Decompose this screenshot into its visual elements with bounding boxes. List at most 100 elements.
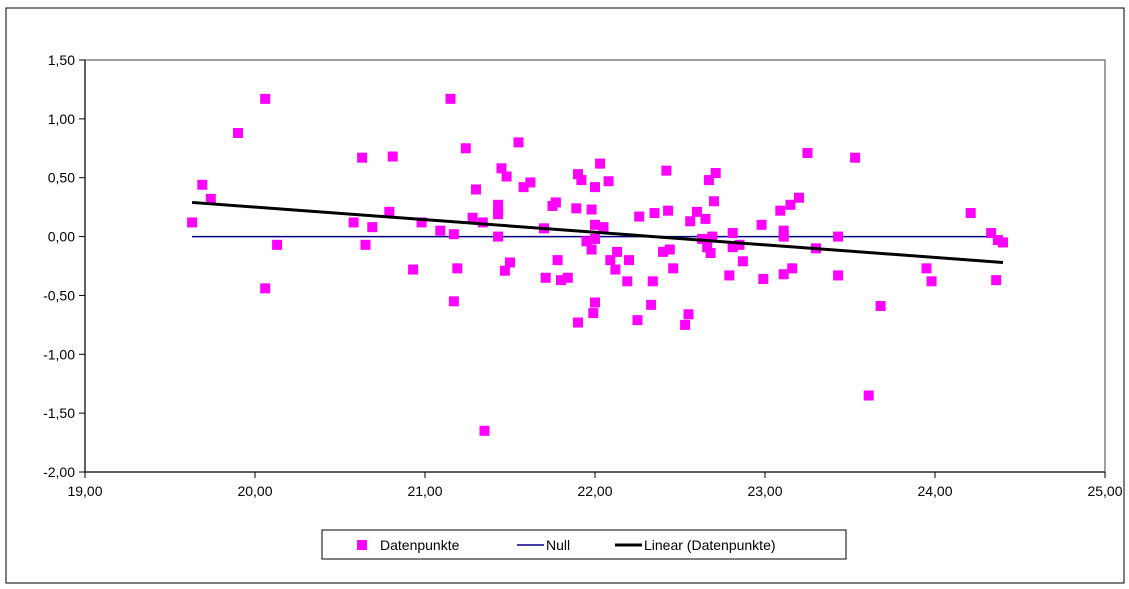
y-tick-label: 0,50 bbox=[48, 170, 75, 186]
data-point bbox=[493, 199, 504, 210]
data-point bbox=[692, 206, 702, 217]
data-point bbox=[525, 177, 536, 188]
data-point bbox=[360, 239, 371, 250]
data-point bbox=[664, 244, 675, 255]
data-point bbox=[705, 248, 716, 259]
data-point bbox=[590, 182, 600, 193]
data-point bbox=[590, 297, 600, 308]
x-tick-label: 22,00 bbox=[577, 483, 612, 499]
data-point bbox=[518, 182, 529, 193]
data-point bbox=[493, 209, 504, 220]
data-point bbox=[562, 272, 573, 283]
data-point bbox=[586, 244, 597, 255]
data-point bbox=[685, 216, 696, 227]
data-point bbox=[658, 246, 668, 257]
data-point bbox=[573, 317, 583, 328]
legend-label-datenpunkte: Datenpunkte bbox=[380, 537, 460, 553]
data-point bbox=[493, 231, 504, 242]
data-point bbox=[991, 275, 1002, 286]
data-point bbox=[668, 263, 679, 274]
data-point bbox=[272, 239, 283, 250]
y-tick-label: -1,00 bbox=[43, 346, 75, 362]
legend-marker-datenpunkte bbox=[357, 540, 367, 550]
x-tick-label: 19,00 bbox=[67, 483, 102, 499]
data-point bbox=[734, 239, 745, 250]
data-point bbox=[416, 217, 427, 228]
y-tick-label: 0,00 bbox=[48, 229, 75, 245]
data-point bbox=[187, 217, 198, 228]
data-point bbox=[727, 228, 738, 239]
y-tick-label: -2,00 bbox=[43, 464, 75, 480]
data-point bbox=[778, 231, 789, 242]
data-point bbox=[850, 152, 861, 163]
data-point bbox=[646, 299, 657, 310]
data-point bbox=[802, 147, 813, 158]
data-point bbox=[724, 270, 735, 281]
data-point bbox=[408, 264, 419, 275]
data-point bbox=[576, 175, 587, 186]
data-point bbox=[756, 219, 767, 230]
data-point bbox=[552, 255, 563, 266]
data-point bbox=[709, 196, 719, 207]
data-point bbox=[710, 168, 721, 179]
data-point bbox=[703, 175, 714, 186]
data-point bbox=[921, 263, 932, 274]
data-point bbox=[595, 158, 606, 169]
data-point bbox=[683, 309, 694, 320]
data-point bbox=[571, 203, 582, 214]
data-point bbox=[833, 231, 844, 242]
data-point bbox=[348, 217, 359, 228]
data-point bbox=[501, 171, 512, 182]
data-point bbox=[260, 93, 271, 104]
data-point bbox=[998, 237, 1008, 248]
data-point bbox=[573, 169, 583, 180]
data-point bbox=[603, 176, 614, 187]
data-point bbox=[624, 255, 634, 266]
data-point bbox=[775, 205, 786, 216]
data-point bbox=[367, 222, 378, 233]
data-point bbox=[700, 213, 711, 224]
data-point bbox=[477, 217, 488, 228]
data-point bbox=[622, 276, 633, 287]
data-point bbox=[586, 204, 597, 215]
data-point bbox=[610, 264, 621, 275]
x-tick-label: 23,00 bbox=[747, 483, 782, 499]
data-point bbox=[496, 163, 507, 174]
x-tick-label: 24,00 bbox=[917, 483, 952, 499]
data-point bbox=[863, 390, 874, 401]
data-point bbox=[590, 219, 600, 230]
data-point bbox=[926, 276, 937, 287]
data-point bbox=[680, 319, 691, 330]
data-point bbox=[384, 206, 395, 217]
y-tick-label: 1,00 bbox=[48, 111, 75, 127]
data-point bbox=[727, 242, 738, 253]
legend-label-null: Null bbox=[546, 537, 570, 553]
data-point bbox=[833, 270, 844, 281]
data-point bbox=[205, 193, 216, 204]
data-point bbox=[550, 197, 561, 208]
data-point bbox=[448, 296, 459, 307]
data-point bbox=[357, 152, 368, 163]
data-point bbox=[581, 236, 592, 247]
data-point bbox=[778, 225, 789, 236]
data-point bbox=[663, 205, 674, 216]
data-point bbox=[233, 127, 243, 138]
legend-label-linear: Linear (Datenpunkte) bbox=[644, 537, 776, 553]
data-point bbox=[634, 211, 645, 222]
data-point bbox=[445, 93, 456, 104]
data-point bbox=[479, 425, 490, 436]
data-point bbox=[778, 269, 789, 280]
data-point bbox=[992, 235, 1003, 246]
data-point bbox=[632, 315, 643, 326]
data-point bbox=[647, 276, 658, 287]
data-point bbox=[737, 256, 748, 267]
data-point bbox=[588, 308, 599, 319]
data-point bbox=[590, 233, 600, 244]
x-tick-label: 25,00 bbox=[1087, 483, 1122, 499]
y-tick-label: -0,50 bbox=[43, 287, 75, 303]
y-tick-label: -1,50 bbox=[43, 405, 75, 421]
data-point bbox=[499, 265, 510, 276]
data-point bbox=[505, 257, 515, 268]
series-layer bbox=[187, 93, 1008, 436]
